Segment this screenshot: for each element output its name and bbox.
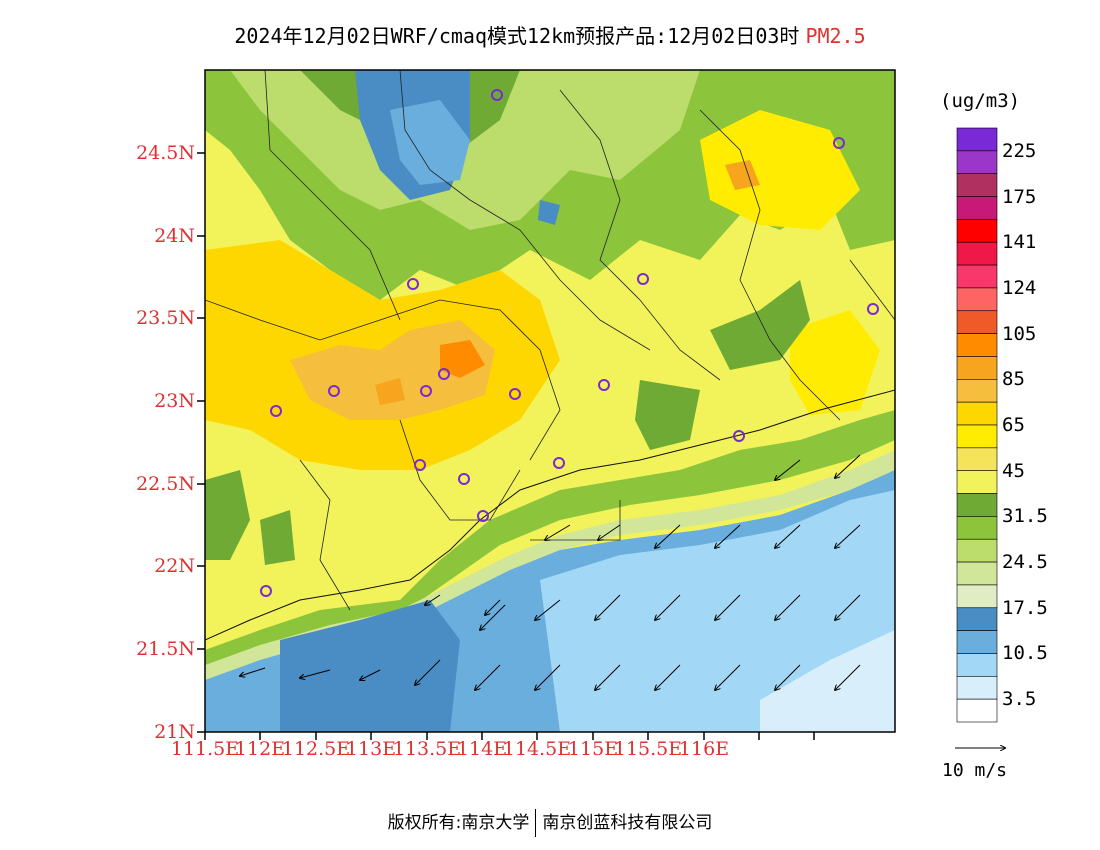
legend-swatch <box>956 676 998 700</box>
legend-swatch <box>956 561 998 586</box>
legend-level-label: 17.5 <box>1002 596 1048 619</box>
lat-tick-label: 23N <box>154 390 195 412</box>
title-pollutant: PM2.5 <box>805 24 866 48</box>
legend-swatch <box>956 379 998 403</box>
legend-swatch <box>956 607 998 631</box>
lon-tick-label: 115E <box>567 738 619 760</box>
title-main: 2024年12月02日WRF/cmaq模式12km预报产品:12月02日03时 <box>234 24 800 48</box>
legend-swatch <box>956 150 998 174</box>
legend-swatch <box>956 401 998 426</box>
wind-vectors <box>240 454 861 690</box>
legend-swatch <box>956 447 998 471</box>
copyright-company: 南京创蓝科技有限公司 <box>542 813 713 833</box>
lon-tick-label: 114E <box>456 738 508 760</box>
lon-tick-label: 114.5E <box>502 738 572 760</box>
lon-tick-label: 113.5E <box>392 738 462 760</box>
lon-tick-label: 116E <box>678 738 730 760</box>
legend-colorbar <box>956 127 998 723</box>
legend-unit: (ug/m3) <box>940 90 1021 112</box>
lon-tick-label: 111.5E <box>170 738 240 760</box>
legend-swatch <box>956 516 998 540</box>
axis-ticks <box>197 152 815 740</box>
legend-level-label: 225 <box>1002 139 1037 162</box>
legend-level-label: 105 <box>1002 322 1037 345</box>
legend-level-label: 31.5 <box>1002 505 1048 528</box>
legend-level-label: 85 <box>1002 368 1025 391</box>
lat-tick-label: 22N <box>154 555 195 577</box>
legend-swatch <box>956 424 998 449</box>
legend-swatch <box>956 538 998 563</box>
legend-swatch <box>956 219 998 243</box>
legend-swatch <box>956 584 998 609</box>
legend-level-label: 124 <box>1002 276 1037 299</box>
legend-swatch <box>956 264 998 289</box>
lat-tick-label: 22.5N <box>136 473 195 495</box>
legend-swatch <box>956 653 998 677</box>
lat-tick-label: 23.5N <box>136 307 195 329</box>
legend-swatch <box>956 287 998 312</box>
legend-swatch <box>956 241 998 266</box>
chart-title: 2024年12月02日WRF/cmaq模式12km预报产品:12月02日03时 P… <box>0 20 1100 49</box>
legend-level-label: 65 <box>1002 414 1025 436</box>
footer-divider <box>535 809 537 837</box>
legend-level-label: 3.5 <box>1002 688 1037 711</box>
lon-tick-label: 113E <box>345 738 397 760</box>
legend-swatch <box>956 173 998 197</box>
city-markers <box>260 89 879 597</box>
legend-level-label: 175 <box>1002 185 1037 208</box>
legend-swatch <box>956 698 998 723</box>
legend-level-label: 24.5 <box>1002 551 1048 574</box>
legend-swatch <box>956 310 998 334</box>
legend-swatch <box>956 127 998 152</box>
wind-reference-label: 10 m/s <box>942 760 1008 781</box>
lat-tick-label: 24.5N <box>136 142 195 164</box>
lon-tick-label: 112.5E <box>281 738 351 760</box>
legend-swatch <box>956 493 998 517</box>
lon-tick-label: 112E <box>234 738 286 760</box>
legend-swatch <box>956 356 998 380</box>
legend-swatch <box>956 630 998 654</box>
lat-tick-label: 21.5N <box>136 638 195 660</box>
legend-swatch <box>956 470 998 494</box>
legend-level-label: 45 <box>1002 459 1025 482</box>
lon-tick-label: 115.5E <box>613 738 683 760</box>
legend-swatch <box>956 196 998 220</box>
legend-level-label: 10.5 <box>1002 642 1048 665</box>
legend-level-label: 141 <box>1002 231 1037 254</box>
copyright-owner: 版权所有:南京大学 <box>387 813 530 833</box>
legend-swatch <box>956 333 998 357</box>
lat-tick-label: 24N <box>154 225 195 247</box>
lat-tick-label: 21N <box>154 721 195 743</box>
copyright-footer: 版权所有:南京大学 南京创蓝科技有限公司 <box>0 808 1100 837</box>
concentration-field <box>205 70 895 732</box>
